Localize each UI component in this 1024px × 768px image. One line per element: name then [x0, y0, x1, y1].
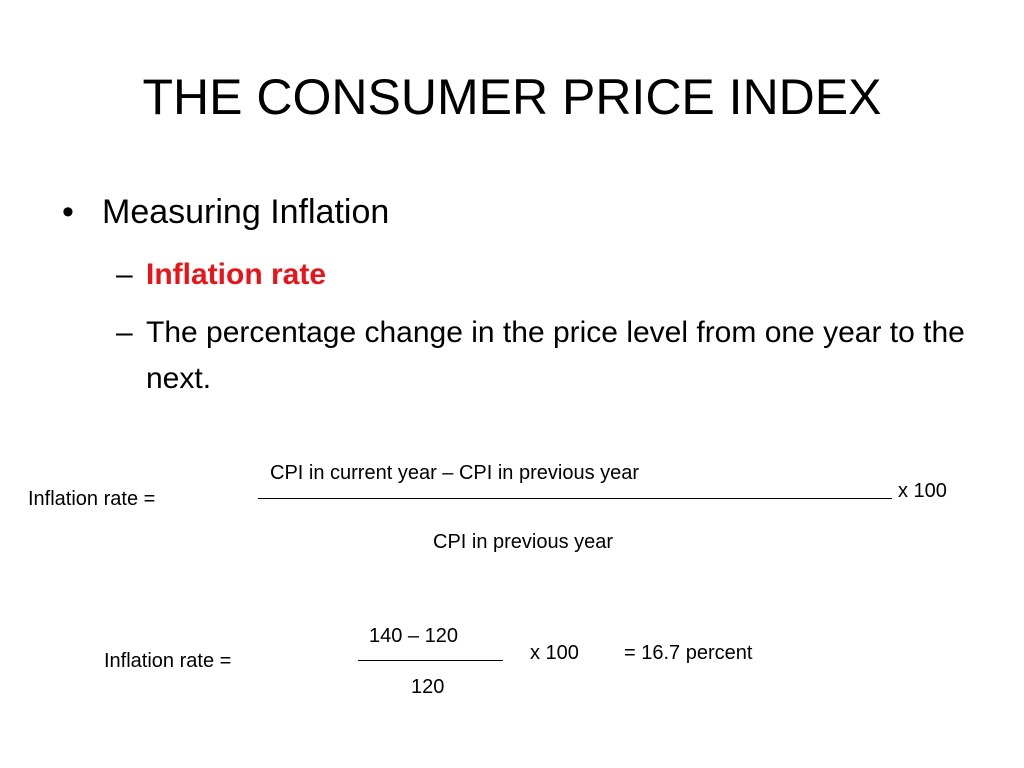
formula-label: Inflation rate = — [104, 650, 232, 672]
bullet-marker: • — [62, 193, 74, 231]
slide-title: THE CONSUMER PRICE INDEX — [142, 69, 882, 125]
sub-item-inflation-rate: – Inflation rate — [116, 252, 976, 298]
formula-result: = 16.7 percent — [624, 642, 753, 664]
fraction-bar — [258, 498, 892, 499]
sub-item-text: Inflation rate — [146, 258, 327, 291]
formula-numerator: 140 – 120 — [369, 625, 458, 647]
sub-item-marker: – — [116, 316, 133, 349]
sub-item-text: The percentage change in the price level… — [146, 316, 965, 395]
formula-multiplier: x 100 — [530, 642, 579, 664]
formula-numerator: CPI in current year – CPI in previous ye… — [270, 462, 640, 484]
bullet-text: Measuring Inflation — [102, 193, 390, 231]
sub-item-definition: – The percentage change in the price lev… — [116, 310, 976, 402]
formula-denominator: CPI in previous year — [433, 531, 614, 553]
formula-label: Inflation rate = — [28, 488, 156, 510]
sub-item-marker: – — [116, 258, 133, 291]
fraction-bar — [358, 660, 503, 661]
formula-multiplier: x 100 — [898, 480, 947, 502]
formula-denominator: 120 — [411, 676, 445, 698]
bullet-item: • Measuring Inflation — [62, 190, 389, 234]
